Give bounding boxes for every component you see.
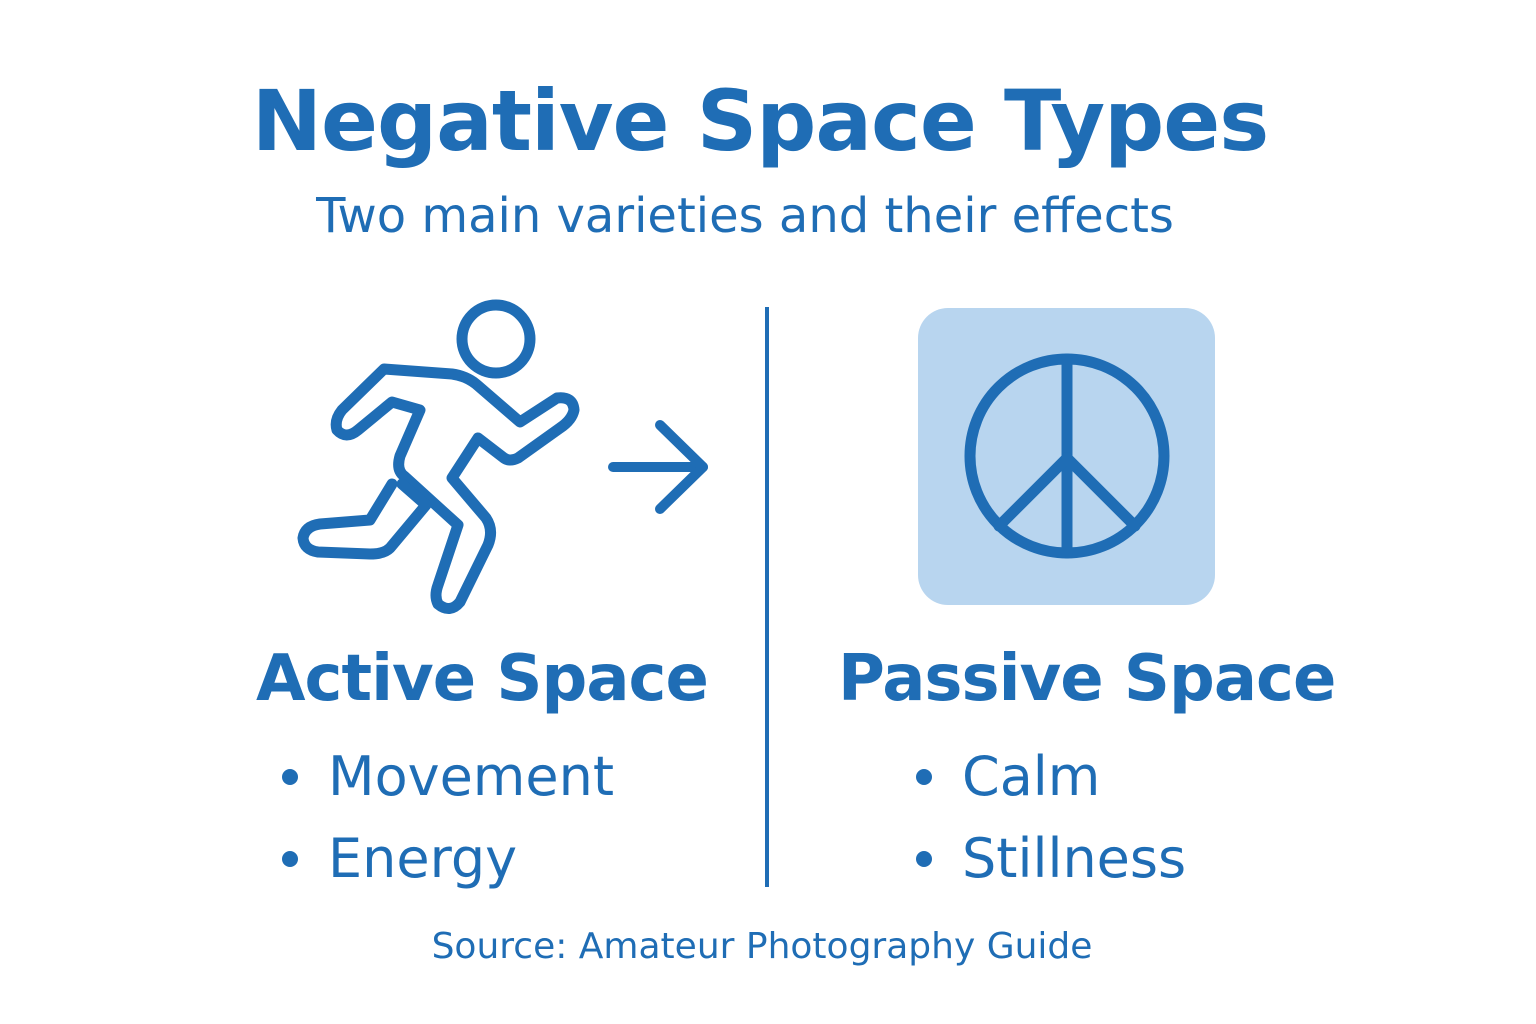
- list-item-label: Energy: [328, 827, 518, 890]
- page-subtitle: Two main varieties and their effects: [316, 188, 1174, 244]
- bullet-icon: [916, 851, 932, 867]
- list-item: Movement: [282, 736, 614, 818]
- active-space-heading: Active Space: [256, 642, 709, 716]
- peace-sign-icon: [918, 308, 1215, 605]
- list-item-label: Movement: [328, 745, 615, 808]
- column-divider: [765, 307, 769, 887]
- list-item: Energy: [282, 818, 614, 900]
- bullet-icon: [282, 769, 298, 785]
- source-caption: Source: Amateur Photography Guide: [431, 926, 1093, 967]
- list-item: Calm: [916, 736, 1186, 818]
- bullet-icon: [282, 851, 298, 867]
- passive-space-heading: Passive Space: [838, 642, 1336, 716]
- list-item-label: Calm: [962, 745, 1101, 808]
- running-person-icon: [297, 299, 580, 614]
- list-item-label: Stillness: [962, 827, 1187, 890]
- active-space-list: Movement Energy: [282, 736, 614, 900]
- passive-space-list: Calm Stillness: [916, 736, 1186, 900]
- bullet-icon: [916, 769, 932, 785]
- arrow-right-icon: [608, 420, 708, 514]
- list-item: Stillness: [916, 818, 1186, 900]
- page-title: Negative Space Types: [251, 72, 1270, 170]
